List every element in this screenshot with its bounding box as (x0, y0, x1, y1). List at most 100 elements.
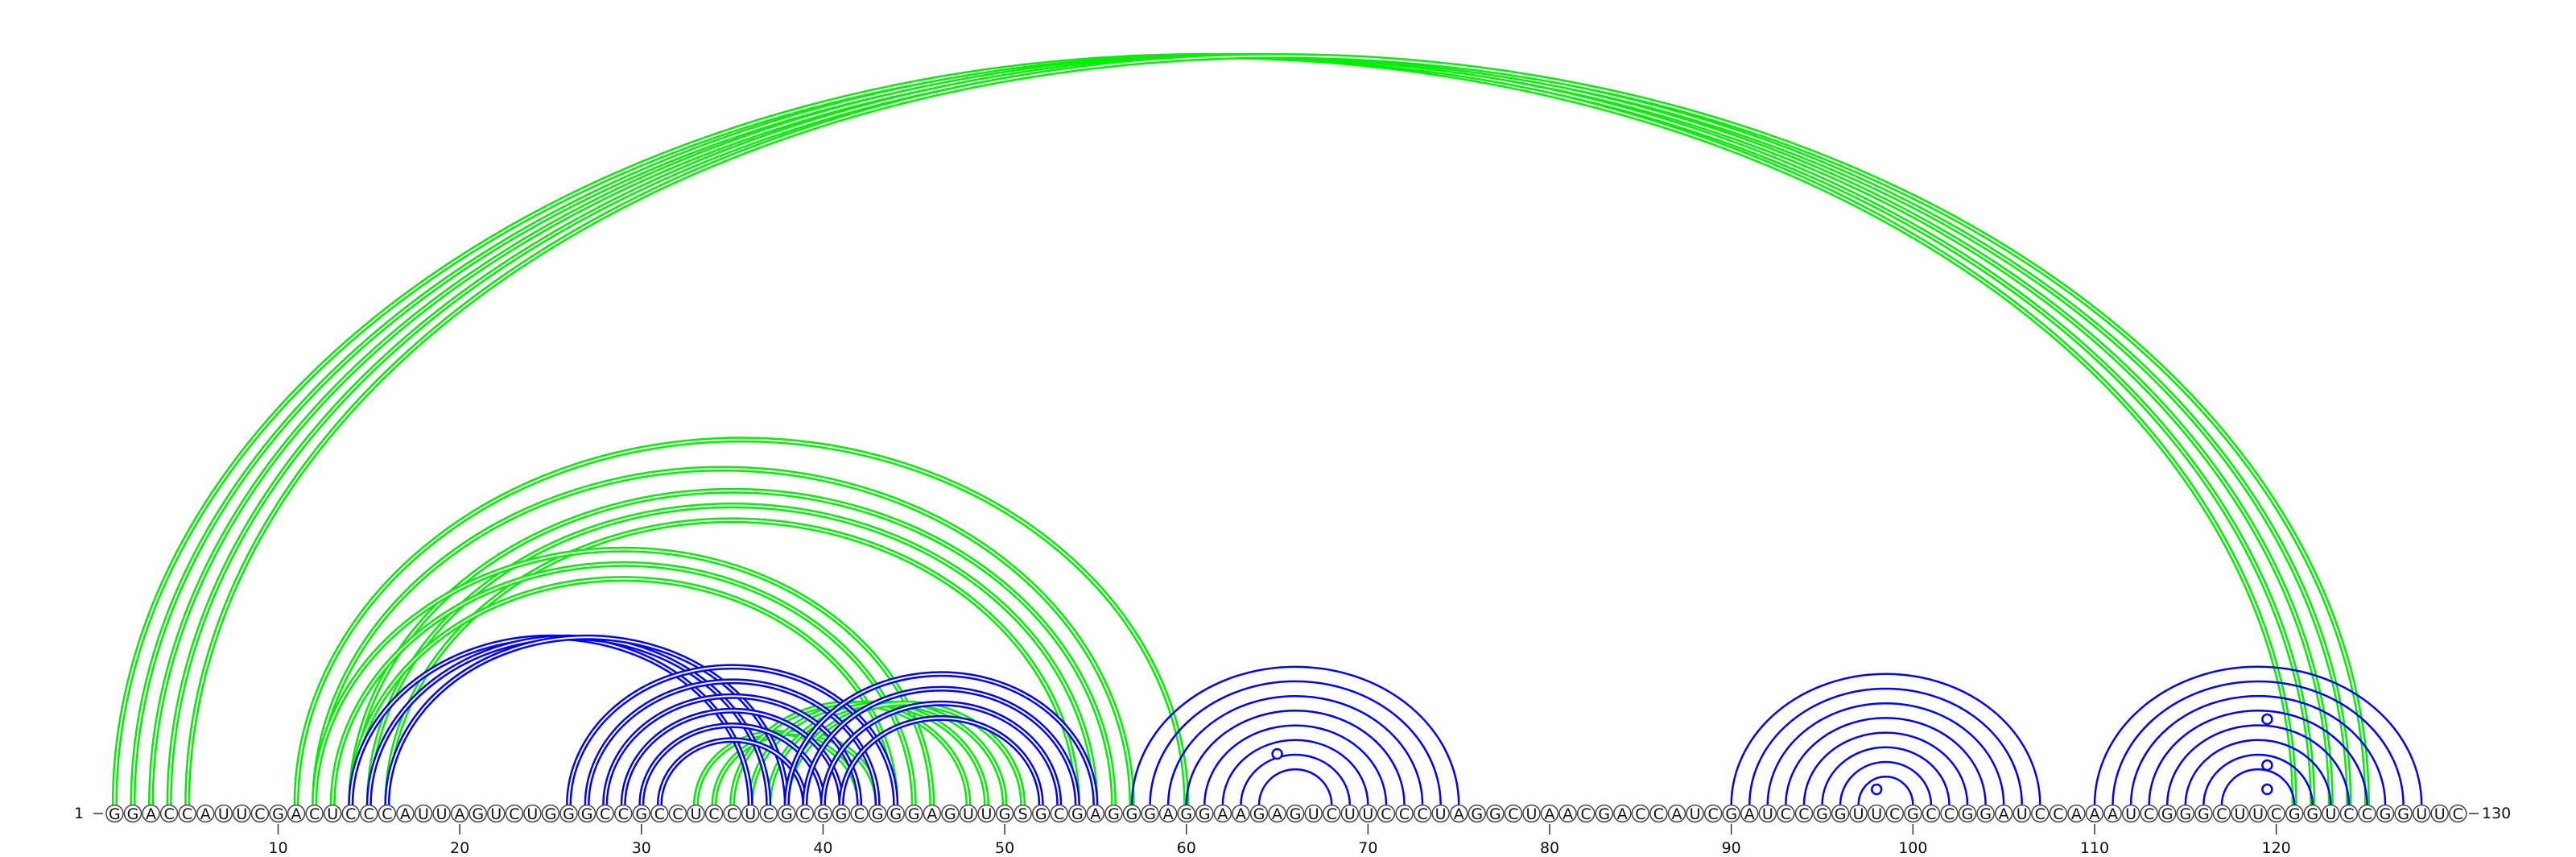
nucleotide-circle (1940, 804, 1959, 823)
nucleotide-letter: G (1835, 805, 1847, 823)
nucleotide-letter: A (1217, 805, 1228, 823)
nucleotide-circle (868, 804, 887, 823)
nucleotide-letter: U (236, 805, 247, 823)
nucleotide-circle (1649, 804, 1668, 823)
nucleotide-circle (1976, 804, 1995, 823)
nucleotide-letter: G (2161, 805, 2174, 823)
nucleotide-circle (233, 804, 251, 823)
base-pair-arc-inner (186, 55, 2368, 805)
nucleotide-circle (2031, 804, 2050, 823)
nucleotide-letter: U (436, 805, 448, 823)
nucleotide-circle (1504, 804, 1523, 823)
nucleotide-letter: G (2306, 805, 2318, 823)
nucleotide-letter: U (2017, 805, 2028, 823)
nucleotide-letter: C (1054, 805, 1064, 823)
nucleotide-letter: U (218, 805, 229, 823)
nucleotide-letter: A (200, 805, 211, 823)
nucleotide-circle (487, 804, 506, 823)
nucleotide-letter: G (109, 805, 121, 823)
base-pair-arc (2112, 680, 2405, 805)
nucleotide-circle (832, 804, 851, 823)
position-axis: 10 20 30 40 50 60 70 80 90 100 110 120 (268, 824, 2291, 857)
base-pair-arc (2184, 739, 2332, 805)
nucleotide-letter: G (2179, 805, 2191, 823)
nucleotide-circle (1122, 804, 1141, 823)
nucleotide-circle (1703, 804, 1723, 823)
nucleotide-letter: G (1199, 805, 1211, 823)
nucleotide-letter: G (1126, 805, 1138, 823)
nucleotide-circle (1558, 804, 1577, 823)
base-pair-arc (1240, 753, 1352, 805)
nucleotide-letter: G (2198, 805, 2210, 823)
nucleotide-letter: U (1853, 805, 1864, 823)
axis-tick-label: 100 (1898, 839, 1927, 857)
nucleotide-circle (723, 804, 741, 823)
nucleotide-letter: S (1018, 805, 1028, 823)
base-pair-arc (1203, 724, 1388, 805)
nucleotide-letter: A (1454, 805, 1464, 823)
nucleotide-circle (1595, 804, 1613, 823)
base-pair-arc-inner (786, 702, 1024, 805)
nucleotide-circle (1667, 804, 1686, 823)
nucleotide-letter: C (182, 805, 192, 823)
nucleotide-letter: C (854, 805, 865, 823)
base-pair-arc (1257, 768, 1333, 805)
nucleotide-letter: A (2089, 805, 2099, 823)
axis-tick-label: 80 (1540, 839, 1559, 857)
nucleotide-letter: C (1944, 805, 1955, 823)
nucleotide-letter: U (981, 805, 993, 823)
nucleotide-circle (959, 804, 978, 823)
base-pair-arc (133, 56, 2313, 805)
axis-tick-label: 50 (995, 839, 1014, 857)
nucleotide-letter: G (890, 805, 902, 823)
nucleotide-letter: G (563, 805, 575, 823)
nucleotide-letter: A (1272, 805, 1282, 823)
nucleotide-circle (1195, 804, 1214, 823)
nucleotide-circle (850, 804, 869, 823)
nucleotide-letter: C (618, 805, 629, 823)
nucleotide-letter: C (309, 805, 320, 823)
nucleotide-circle (1086, 804, 1105, 823)
nucleotide-letter: G (1907, 805, 1919, 823)
nucleotide-circle (2013, 804, 2031, 823)
nucleotide-circle (2303, 804, 2322, 823)
nucleotide-circle (1958, 804, 1977, 823)
nucleotide-circle (1777, 804, 1795, 823)
nucleotide-circle (341, 804, 360, 823)
nucleotide-circle (105, 804, 124, 823)
nucleotide-circle (450, 804, 469, 823)
nucleotide-letter: U (490, 805, 502, 823)
nucleotide-circle (1540, 804, 1559, 823)
nucleotide-letter: U (745, 805, 756, 823)
nucleotide-letter: C (2271, 805, 2281, 823)
nucleotide-circle (1922, 804, 1941, 823)
nucleotide-circle (1468, 804, 1487, 823)
nucleotide-circle (795, 804, 815, 823)
nucleotide-circle (159, 804, 179, 823)
nucleotide-circle (305, 804, 324, 823)
base-pair-arc (1166, 694, 1424, 805)
nucleotide-circle (1158, 804, 1178, 823)
nucleotide-letter: A (1545, 805, 1555, 823)
nucleotide-letter: G (944, 805, 956, 823)
nucleotide-letter: A (1163, 805, 1174, 823)
nucleotide-letter: C (654, 805, 665, 823)
nucleotide-circle (1304, 804, 1323, 823)
nucleotide-letter: A (2071, 805, 2082, 823)
nucleotide-circle (1631, 804, 1650, 823)
nucleotide-circle (1486, 804, 1505, 823)
arc-marker (2261, 713, 2273, 726)
nucleotide-circle (995, 804, 1014, 823)
nucleotide-circle (1740, 804, 1759, 823)
nucleotide-circle (1576, 804, 1596, 823)
nucleotide-letter: G (2380, 805, 2392, 823)
nucleotide-letter: A (1744, 805, 1755, 823)
nucleotide-circle (396, 804, 415, 823)
nucleotide-letter: C (1508, 805, 1518, 823)
nucleotide-circle (2430, 804, 2449, 823)
nucleotide-circle (1722, 804, 1740, 823)
base-pair-arc-inner (786, 673, 1096, 805)
nucleotide-circle (1831, 804, 1850, 823)
